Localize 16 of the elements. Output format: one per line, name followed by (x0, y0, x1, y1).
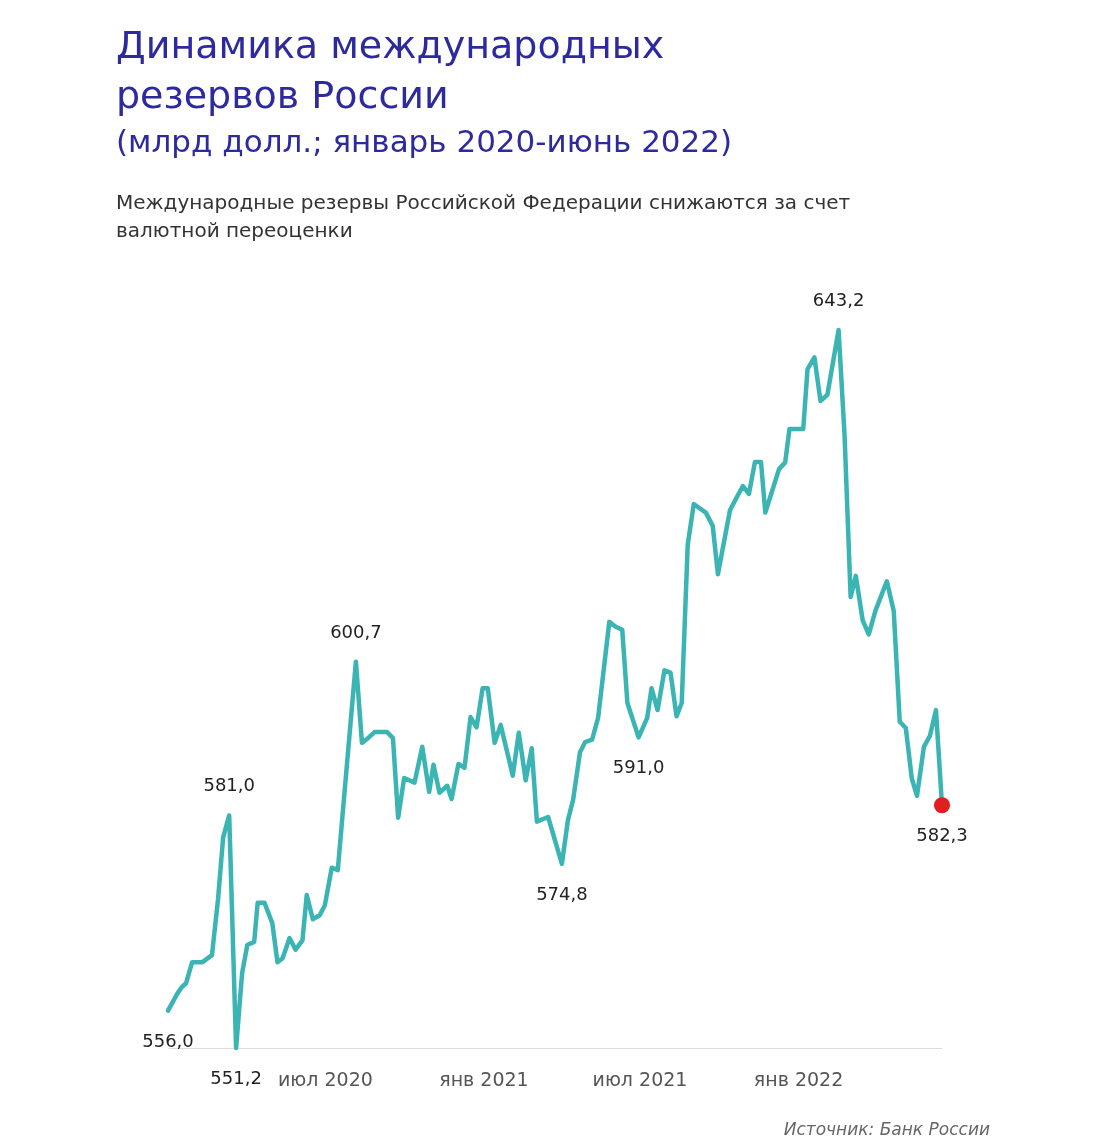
text: Источник: Банк России (783, 1119, 990, 1139)
text: Международные резервы Российской Федерации снижаются за счет валютной переоценки (116, 189, 852, 244)
chart-title: Динамика международных резервов России (116, 22, 666, 119)
data-label: 556,0 (142, 1029, 194, 1051)
x-tick-label: янв 2021 (439, 1067, 529, 1090)
chart-subtitle: (млрд долл.; январь 2020-июнь 2022) (116, 122, 734, 161)
x-tick-label: янв 2022 (753, 1067, 844, 1090)
data-label: 582,3 (916, 824, 968, 846)
data-label: 574,8 (536, 882, 588, 904)
x-tick-label: июл 2020 (277, 1067, 373, 1090)
data-label: 581,0 (203, 774, 255, 796)
x-tick-label: июл 2021 (592, 1067, 688, 1090)
data-label: 643,2 (812, 289, 865, 310)
data-label: 600,7 (330, 620, 382, 642)
data-label: 591,0 (612, 756, 665, 778)
data-label: 551,2 (210, 1067, 262, 1088)
